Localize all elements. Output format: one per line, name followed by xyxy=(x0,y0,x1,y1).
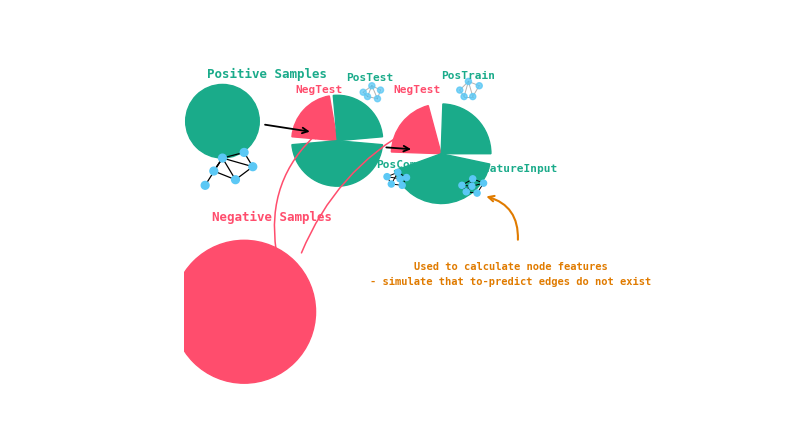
Text: NegTest: NegTest xyxy=(394,85,441,95)
Circle shape xyxy=(395,169,401,175)
Circle shape xyxy=(369,83,375,89)
Text: PosTest: PosTest xyxy=(346,74,393,84)
Text: PosFeatureInput: PosFeatureInput xyxy=(456,165,558,174)
Circle shape xyxy=(481,180,486,186)
Circle shape xyxy=(210,167,218,175)
Wedge shape xyxy=(292,141,382,186)
Text: Used to calculate node features
- simulate that to-predict edges do not exist: Used to calculate node features - simula… xyxy=(370,262,651,287)
Circle shape xyxy=(474,190,480,196)
Wedge shape xyxy=(391,106,441,154)
Circle shape xyxy=(469,183,475,189)
Circle shape xyxy=(202,181,209,189)
Circle shape xyxy=(240,149,248,156)
Text: Positive Samples: Positive Samples xyxy=(207,68,327,81)
Circle shape xyxy=(173,240,315,383)
Circle shape xyxy=(476,83,482,89)
Circle shape xyxy=(403,174,410,181)
Circle shape xyxy=(470,176,476,182)
Circle shape xyxy=(365,94,370,100)
Text: NegTest: NegTest xyxy=(295,85,342,95)
Wedge shape xyxy=(292,96,338,141)
Circle shape xyxy=(399,182,405,188)
Circle shape xyxy=(231,176,239,184)
Circle shape xyxy=(374,96,381,102)
Circle shape xyxy=(463,189,470,195)
Circle shape xyxy=(461,94,467,100)
Circle shape xyxy=(459,182,465,188)
Wedge shape xyxy=(334,95,382,141)
Circle shape xyxy=(218,154,226,162)
Circle shape xyxy=(388,181,394,187)
Wedge shape xyxy=(394,154,490,204)
Text: PosTrain: PosTrain xyxy=(441,71,495,81)
Circle shape xyxy=(466,78,471,84)
Circle shape xyxy=(397,176,403,182)
Text: Negative Samples: Negative Samples xyxy=(212,211,332,224)
Circle shape xyxy=(360,89,366,95)
Circle shape xyxy=(378,87,383,93)
Circle shape xyxy=(384,174,390,180)
Circle shape xyxy=(249,163,257,171)
Text: PosComplement: PosComplement xyxy=(376,160,464,170)
Wedge shape xyxy=(441,104,491,154)
Circle shape xyxy=(470,94,476,100)
Circle shape xyxy=(186,84,259,158)
Circle shape xyxy=(457,87,462,93)
